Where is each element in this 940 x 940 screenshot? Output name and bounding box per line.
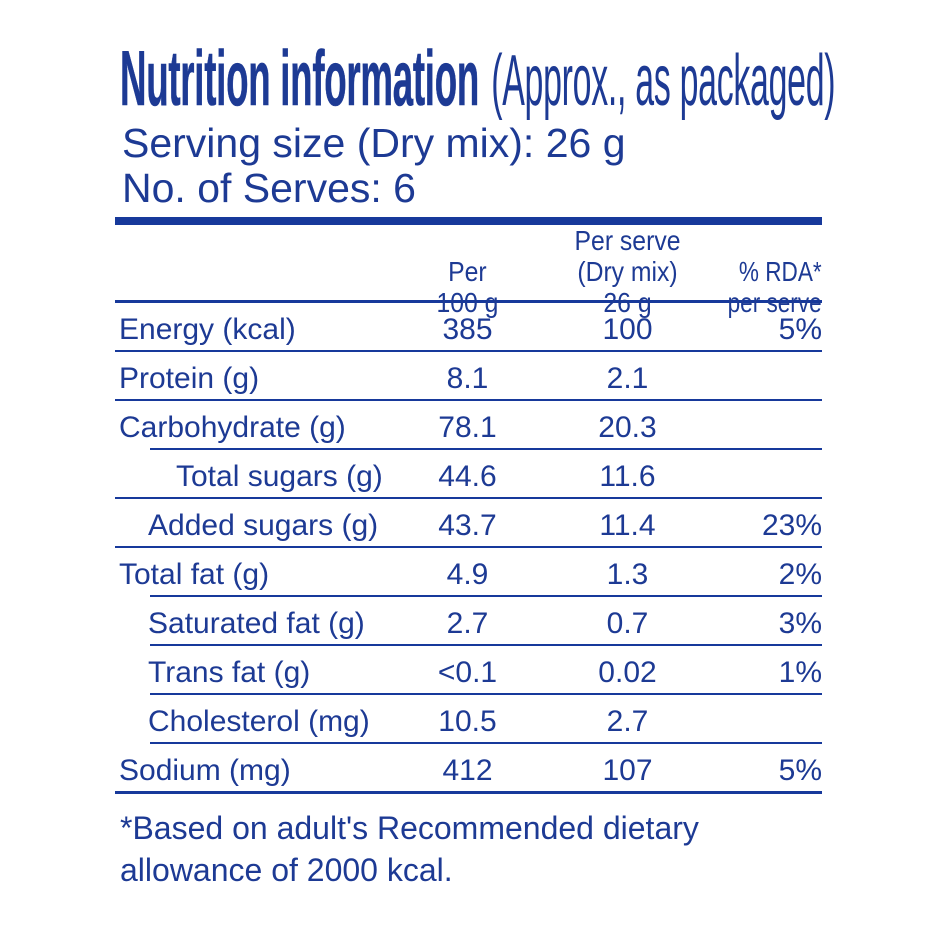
panel-title-note: (Approx., as packaged): [491, 41, 836, 121]
table-row: Added sugars (g) 43.7 11.4 23%: [115, 499, 822, 546]
table-row: Sodium (mg) 412 107 5%: [115, 744, 822, 791]
row-label: Cholesterol (mg): [148, 704, 370, 738]
value-rda-per-serve: 5%: [778, 753, 822, 787]
value-per-serve: 2.1: [606, 361, 649, 395]
value-per-serve: 100: [602, 312, 653, 346]
table-row: Protein (g) 8.1 2.1: [115, 352, 822, 399]
row-label: Saturated fat (g): [148, 606, 365, 640]
value-rda-per-serve: [700, 394, 822, 399]
header-divider: [115, 300, 822, 303]
row-divider: [150, 447, 822, 450]
footnote-line-1: *Based on adult's Recommended dietary: [120, 810, 699, 846]
value-per-serve: 11.6: [599, 459, 656, 493]
value-rda-per-serve: [700, 737, 822, 742]
row-divider: [150, 594, 822, 597]
footnote-line-2: allowance of 2000 kcal.: [120, 852, 453, 888]
nutrition-table: Per 100 g Per serve (Dry mix) 26 g % RDA…: [115, 217, 822, 794]
row-divider: [115, 545, 822, 548]
value-per-100g: 78.1: [438, 410, 497, 444]
value-per-serve: 2.7: [606, 704, 649, 738]
row-divider: [150, 643, 822, 646]
table-row: Total sugars (g) 44.6 11.6: [115, 450, 822, 497]
value-per-100g: 43.7: [438, 508, 497, 542]
value-per-serve: 1.3: [606, 557, 649, 591]
value-rda-per-serve: 5%: [778, 312, 822, 346]
panel-title-line: Nutrition information (Approx., as packag…: [120, 39, 836, 118]
value-rda-per-serve: 1%: [778, 655, 822, 689]
value-per-100g: 2.7: [446, 606, 489, 640]
table-row: Cholesterol (mg) 10.5 2.7: [115, 695, 822, 742]
row-label: Sodium (mg): [119, 753, 291, 787]
footnote: *Based on adult's Recommended dietary al…: [120, 807, 699, 891]
row-divider: [150, 741, 822, 744]
row-divider: [115, 398, 822, 401]
row-divider: [115, 790, 822, 794]
table-row: Trans fat (g) <0.1 0.02 1%: [115, 646, 822, 693]
header-col-per-100g: Per 100 g: [436, 256, 499, 318]
row-label: Protein (g): [119, 361, 260, 395]
value-per-serve: 20.3: [598, 410, 657, 444]
value-per-100g: 8.1: [446, 361, 489, 395]
row-label: Carbohydrate (g): [119, 410, 346, 444]
row-divider: [115, 349, 822, 352]
value-per-100g: 4.9: [446, 557, 489, 591]
row-label: Total sugars (g): [176, 459, 383, 493]
row-divider: [150, 692, 822, 695]
value-per-100g: 385: [442, 312, 493, 346]
value-rda-per-serve: 3%: [778, 606, 822, 640]
row-label: Total fat (g): [119, 557, 270, 591]
value-rda-per-serve: [700, 443, 822, 448]
row-label: Added sugars (g): [148, 508, 379, 542]
value-per-100g: 44.6: [438, 459, 497, 493]
value-rda-per-serve: 2%: [778, 557, 822, 591]
value-per-serve: 11.4: [599, 508, 656, 542]
row-label: Energy (kcal): [119, 312, 296, 346]
value-rda-per-serve: 23%: [761, 508, 822, 542]
row-label: Trans fat (g): [148, 655, 311, 689]
value-per-serve: 107: [602, 753, 653, 787]
table-body: Energy (kcal) 385 100 5% Protein (g) 8.1 2.1 Ca…: [115, 303, 822, 794]
table-row: Carbohydrate (g) 78.1 20.3: [115, 401, 822, 448]
value-rda-per-serve: [700, 492, 822, 497]
table-row: Energy (kcal) 385 100 5%: [115, 303, 822, 350]
table-header-row: Per 100 g Per serve (Dry mix) 26 g % RDA…: [115, 225, 822, 318]
header-col-per-serve: Per serve (Dry mix) 26 g: [574, 225, 681, 318]
serving-size-line: Serving size (Dry mix): 26 g: [122, 120, 626, 166]
value-per-100g: 412: [442, 753, 493, 787]
table-row: Total fat (g) 4.9 1.3 2%: [115, 548, 822, 595]
value-per-serve: 0.7: [606, 606, 649, 640]
value-per-serve: 0.02: [598, 655, 657, 689]
value-per-100g: 10.5: [438, 704, 497, 738]
panel-title-text: Nutrition information: [120, 34, 480, 122]
header-col-rda-per-serve: % RDA* per serve: [727, 256, 822, 318]
panel-title: Nutrition information (Approx., as packag…: [120, 39, 940, 118]
value-per-100g: <0.1: [437, 655, 498, 689]
table-top-bar: [115, 217, 822, 225]
table-row: Saturated fat (g) 2.7 0.7 3%: [115, 597, 822, 644]
serves-count-line: No. of Serves: 6: [122, 165, 416, 211]
row-divider: [115, 496, 822, 499]
